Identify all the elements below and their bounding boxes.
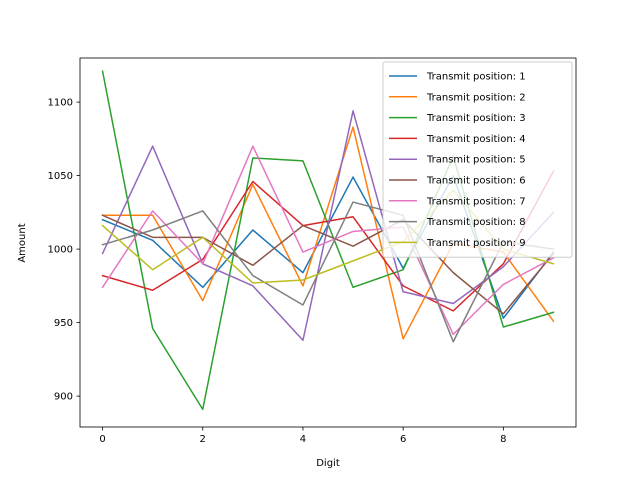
legend-label-3: Transmit position: 3 [426,113,526,124]
series-line-5 [101,110,555,342]
y-axis-label: Amount [17,223,28,262]
y-tick-label: 1050 [48,171,73,182]
series-line-7 [101,145,555,336]
y-tick-label: 900 [54,392,73,403]
x-tick-label: 6 [400,434,406,445]
legend-box [382,61,573,258]
y-tick-label: 1000 [48,245,73,256]
plot-frame [79,57,577,428]
legend-label-5: Transmit position: 5 [426,155,526,166]
legend-label-6: Transmit position: 6 [426,176,526,187]
series-line-4 [101,170,555,312]
legend-label-7: Transmit position: 7 [426,196,526,207]
x-axis-label: Digit [316,458,340,469]
legend-label-2: Transmit position: 2 [426,92,526,103]
y-axis: 900 950 1000 1050 1100 [48,98,80,403]
legend-label-8: Transmit position: 8 [426,217,526,228]
legend: Transmit position: 1 Transmit position: 2… [382,61,573,258]
legend-label-1: Transmit position: 1 [426,72,526,83]
x-axis: 0 2 4 6 8 [99,427,507,445]
series-line-8 [101,201,555,343]
x-tick-label: 0 [99,434,105,445]
x-tick-label: 2 [200,434,206,445]
x-tick-label: 4 [300,434,306,445]
legend-label-4: Transmit position: 4 [426,134,526,145]
y-tick-label: 950 [54,318,73,329]
y-tick-label: 1100 [48,98,73,109]
plot-lines [101,70,555,411]
x-tick-label: 8 [500,434,506,445]
legend-label-9: Transmit position: 9 [426,238,526,249]
